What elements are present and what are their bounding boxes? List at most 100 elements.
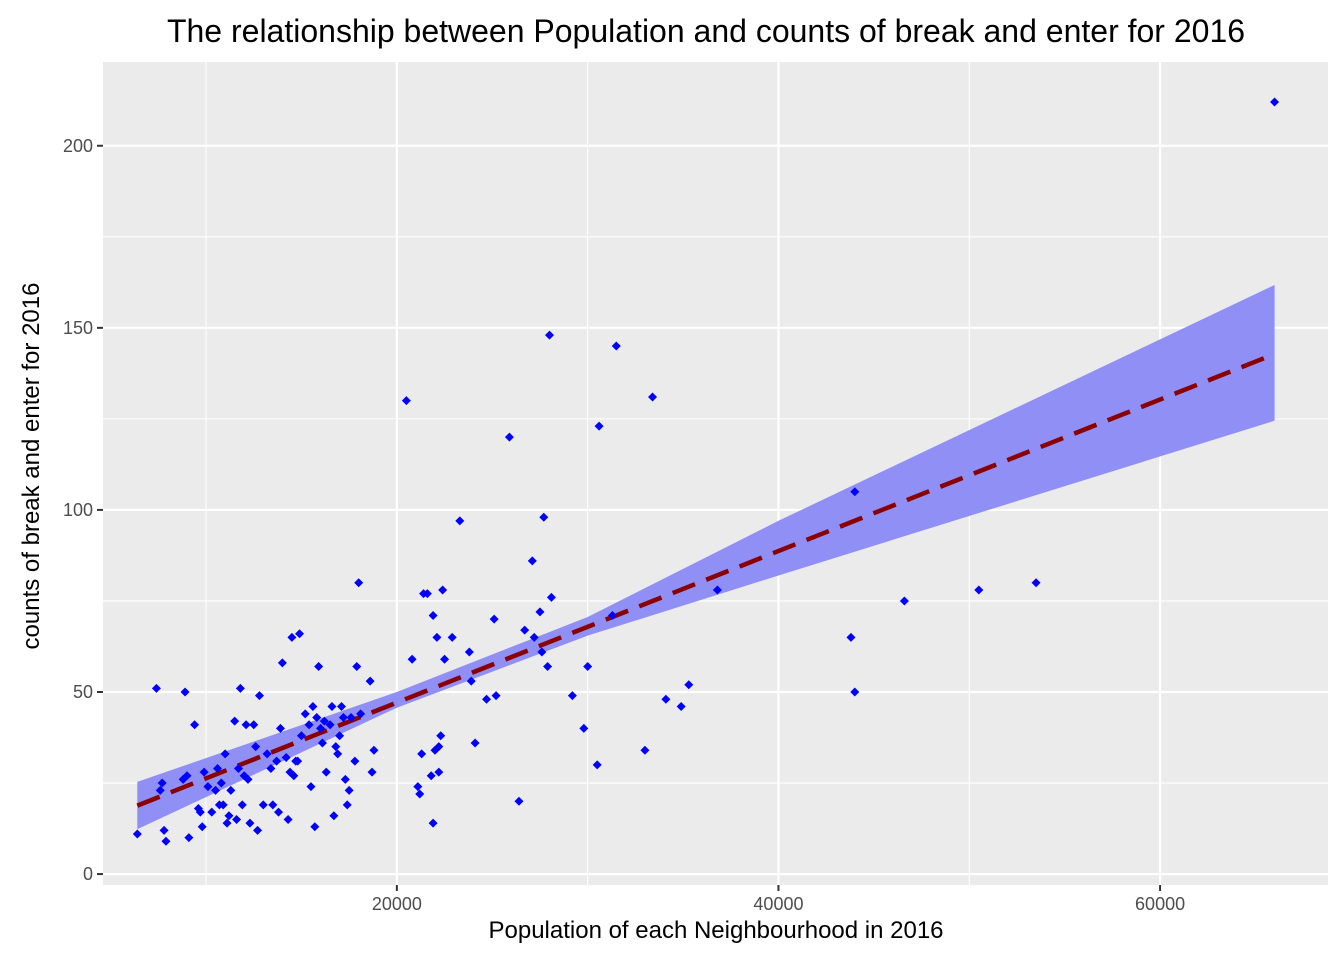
- data-point: [611, 341, 621, 351]
- data-point: [335, 731, 345, 741]
- data-point: [245, 818, 255, 828]
- data-point: [241, 720, 251, 730]
- data-point: [293, 756, 303, 766]
- data-point: [438, 585, 448, 595]
- data-point: [262, 749, 272, 759]
- data-point: [275, 723, 285, 733]
- data-point: [514, 796, 524, 806]
- x-tick-label: 40000: [753, 894, 803, 914]
- data-point: [289, 771, 299, 781]
- data-point: [321, 767, 331, 777]
- plot-panel: [103, 62, 1328, 885]
- trend-line: [136, 351, 1276, 808]
- data-point: [304, 720, 314, 730]
- data-point: [415, 789, 425, 799]
- data-point: [337, 702, 347, 712]
- data-point: [218, 800, 228, 810]
- data-point: [434, 767, 444, 777]
- data-point: [712, 585, 722, 595]
- data-point: [684, 680, 694, 690]
- data-point: [230, 716, 240, 726]
- data-point: [300, 709, 310, 719]
- data-point: [251, 742, 261, 752]
- data-point: [222, 818, 232, 828]
- data-point: [325, 720, 335, 730]
- y-tick-label: 50: [73, 682, 93, 702]
- data-point: [281, 753, 291, 763]
- data-point: [583, 662, 593, 672]
- data-point: [197, 822, 207, 832]
- data-point: [1270, 97, 1280, 107]
- data-point: [640, 745, 650, 755]
- data-point: [249, 720, 259, 730]
- data-point: [504, 432, 514, 442]
- data-point: [331, 742, 341, 752]
- data-point: [161, 836, 171, 846]
- data-point: [295, 629, 305, 639]
- x-tick-label: 60000: [1135, 894, 1185, 914]
- data-point: [207, 807, 217, 817]
- data-point: [317, 738, 327, 748]
- data-point: [369, 745, 379, 755]
- data-point: [180, 687, 190, 697]
- data-point: [274, 807, 284, 817]
- data-point: [544, 330, 554, 340]
- data-point: [607, 611, 617, 621]
- data-point: [184, 833, 194, 843]
- data-point: [277, 658, 287, 668]
- data-point: [199, 767, 209, 777]
- data-point: [407, 654, 417, 664]
- data-point: [346, 712, 356, 722]
- data-point: [344, 785, 354, 795]
- data-point: [661, 694, 671, 704]
- data-point: [365, 676, 375, 686]
- data-point: [432, 632, 442, 642]
- data-point: [440, 654, 450, 664]
- data-point: [579, 723, 589, 733]
- data-point: [155, 785, 165, 795]
- minor-gridlines: [103, 62, 1328, 885]
- data-point: [195, 807, 205, 817]
- data-point: [296, 731, 306, 741]
- data-point: [428, 611, 438, 621]
- data-point: [312, 712, 322, 722]
- y-tick-label: 150: [63, 318, 93, 338]
- data-point: [329, 811, 339, 821]
- data-point: [333, 749, 343, 759]
- data-points: [132, 97, 1280, 846]
- data-point: [211, 785, 221, 795]
- data-point: [266, 763, 276, 773]
- x-axis: 20000 40000 60000: [372, 885, 1185, 914]
- data-point: [546, 592, 556, 602]
- data-point: [159, 825, 169, 835]
- y-axis-title: counts of break and enter for 2016: [18, 283, 45, 650]
- y-tick-label: 100: [63, 500, 93, 520]
- y-tick-label: 200: [63, 136, 93, 156]
- data-point: [466, 676, 476, 686]
- data-point: [676, 702, 686, 712]
- data-point: [327, 702, 337, 712]
- data-point: [850, 687, 860, 697]
- data-point: [224, 811, 234, 821]
- data-point: [319, 716, 329, 726]
- data-point: [529, 632, 539, 642]
- data-point: [316, 723, 326, 733]
- data-point: [426, 771, 436, 781]
- y-axis: 0 50 100 150 200: [63, 136, 103, 884]
- data-point: [287, 632, 297, 642]
- chart-title: The relationship between Population and …: [167, 13, 1245, 49]
- data-point: [132, 829, 142, 839]
- data-point: [268, 800, 278, 810]
- data-point: [846, 632, 856, 642]
- data-point: [306, 782, 316, 792]
- data-point: [527, 556, 537, 566]
- data-point: [338, 712, 348, 722]
- data-point: [464, 647, 474, 657]
- data-point: [539, 512, 549, 522]
- data-point: [314, 662, 324, 672]
- data-point: [974, 585, 984, 595]
- data-point: [203, 782, 213, 792]
- data-point: [258, 800, 268, 810]
- data-point: [537, 647, 547, 657]
- data-point: [308, 702, 318, 712]
